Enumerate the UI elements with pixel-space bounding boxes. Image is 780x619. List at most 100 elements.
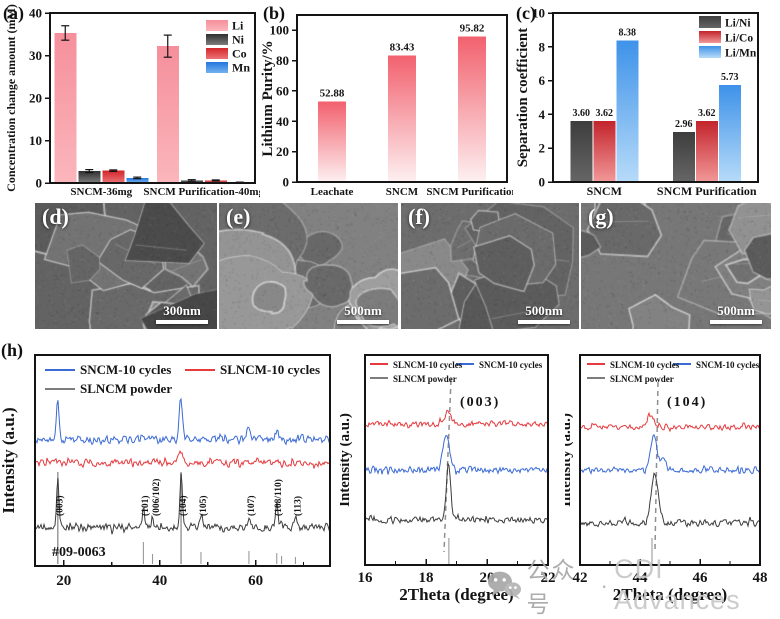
legend-swatch <box>206 62 228 73</box>
sem-e-letter: (e) <box>226 204 251 229</box>
y-axis-title: Intensity (a.u.) <box>565 413 574 507</box>
plot-frame <box>579 354 761 566</box>
value-label: 8.38 <box>619 27 637 38</box>
scale-bar-g: 500nm <box>710 303 762 324</box>
legend-swatch <box>699 31 721 43</box>
bar-Lithium Purity <box>458 36 486 182</box>
annotation-label: (104) <box>667 395 707 410</box>
panel-b: (b) 0 20 40 60 80 100 Lithium Purity/% Leachate… <box>260 0 513 198</box>
y-tick-label: 40 <box>29 6 42 21</box>
legend-swatch <box>206 48 228 59</box>
scale-bar-d: 300nm <box>156 303 208 324</box>
hkl-label: (006/102) <box>151 479 162 516</box>
category-label: SNCM Purification <box>426 186 513 198</box>
bar-Li/Mn <box>718 85 741 182</box>
legend-label: SNCM-10 cycles <box>80 362 171 377</box>
hkl-label: (108/110) <box>273 479 284 516</box>
y-tick-label: 0 <box>283 175 290 190</box>
sem-canvas-d <box>35 203 217 329</box>
y-tick-label: 40 <box>276 114 289 129</box>
peak-shift-guide <box>654 381 659 551</box>
hkl-label: (101) <box>140 495 151 516</box>
x-tick-label: 16 <box>358 570 374 586</box>
bar-Li/Co <box>593 120 616 182</box>
y-tick-label: 6 <box>539 73 546 88</box>
bar-Mn <box>126 177 149 183</box>
bar-Li <box>54 32 77 183</box>
chart-xrd-full: #09-0063 (003) (101) (006/102) (104) (105) (10… <box>0 354 331 589</box>
value-label: 3.62 <box>698 108 716 119</box>
x-tick-label: 20 <box>480 570 495 586</box>
legend-label: SNCM-10 cycles <box>479 360 543 370</box>
plot-frame <box>49 12 256 184</box>
panel-b-letter: (b) <box>263 3 285 23</box>
scale-bar-g-line <box>710 320 762 324</box>
chart-concentration-change: 0 10 20 30 40 Concentration change amount (mM… <box>4 4 260 198</box>
x-tick-label: 46 <box>693 570 709 586</box>
sem-image-d: (d) 300nm <box>35 203 217 329</box>
bar-Li/Ni <box>672 131 695 182</box>
sem-image-e: (e) 500nm <box>219 203 398 329</box>
category-label: SNCM Purification <box>657 184 757 198</box>
legend-label: SNCM-10 cycles <box>696 360 760 370</box>
hkl-label: (107) <box>246 495 257 516</box>
value-label: 95.82 <box>460 23 485 35</box>
bar-Ni <box>78 171 101 183</box>
legend-label: Mn <box>232 61 250 75</box>
legend-swatch <box>206 20 228 31</box>
xrd-trace-2 <box>364 461 549 525</box>
bar-Li <box>156 46 179 184</box>
bar-Co <box>102 170 125 183</box>
y-axis-title: Separation coefficient <box>515 28 531 168</box>
y-tick-label: 10 <box>532 6 545 21</box>
scale-bar-f: 500nm <box>518 303 570 324</box>
x-tick-label: 44 <box>633 570 649 586</box>
plot-frame <box>364 354 549 566</box>
hkl-label: (113) <box>292 496 303 516</box>
xrd-trace-1 <box>364 435 549 475</box>
legend-label: SLNCM powder <box>610 374 674 384</box>
sem-image-g: (g) 500nm <box>581 203 771 329</box>
legend-label: Li/Ni <box>725 18 751 30</box>
panel-h-xrd-full: (h) #09-0063 (003) (101) (006/102) (104) (105… <box>0 340 340 605</box>
bar-Lithium Purity <box>388 55 416 183</box>
bar-Lithium Purity <box>318 101 346 182</box>
x-tick-label: 42 <box>573 570 588 586</box>
legend-label: Co <box>232 47 247 61</box>
bar-Li/Ni <box>570 121 593 182</box>
panel-h-letter: (h) <box>1 340 23 360</box>
legend-label: SLNCM-10 cycles <box>610 360 680 370</box>
sem-canvas-e <box>219 203 398 329</box>
category-label: SNCM Purification-40mg <box>143 186 260 198</box>
x-tick-label: 22 <box>541 570 556 586</box>
xrd-trace-1 <box>579 433 761 475</box>
hkl-label: (003) <box>55 495 66 516</box>
category-label: Leachate <box>311 186 354 198</box>
y-tick-label: 20 <box>276 144 289 159</box>
peak-shift-guide <box>443 379 452 553</box>
legend-swatch <box>699 16 721 28</box>
x-tick-label: 18 <box>419 570 434 586</box>
sem-d-letter: (d) <box>42 204 69 229</box>
category-label: SNCM-36mg <box>70 186 132 198</box>
panel-h-xrd-104: (104) 42 44 46 48 2Theta (degree) Intensity (a… <box>565 340 780 605</box>
x-tick-label: 48 <box>753 570 768 586</box>
sem-canvas-g <box>581 203 771 329</box>
y-tick-label: 100 <box>270 23 290 38</box>
x-tick-label: 60 <box>248 573 263 589</box>
bar-Li/Mn <box>616 40 639 183</box>
value-label: 83.43 <box>390 41 415 53</box>
legend-label: SLNCM powder <box>393 374 457 384</box>
xrd-trace-2 <box>34 472 331 535</box>
scale-bar-e-text: 500nm <box>344 303 382 318</box>
xrd-trace-1 <box>34 449 331 469</box>
panel-h-xrd-003: (003) 16 18 20 22 2Theta (degree) Intensity (a… <box>340 340 565 605</box>
reference-label: #09-0063 <box>52 545 106 560</box>
sem-f-letter: (f) <box>408 204 430 229</box>
x-tick-label: 40 <box>152 573 167 589</box>
y-axis-title: Intensity (a.u.) <box>0 407 18 513</box>
scale-bar-g-text: 500nm <box>717 303 755 318</box>
bar-Co <box>204 180 227 183</box>
legend-label: Li/Mn <box>725 48 757 60</box>
